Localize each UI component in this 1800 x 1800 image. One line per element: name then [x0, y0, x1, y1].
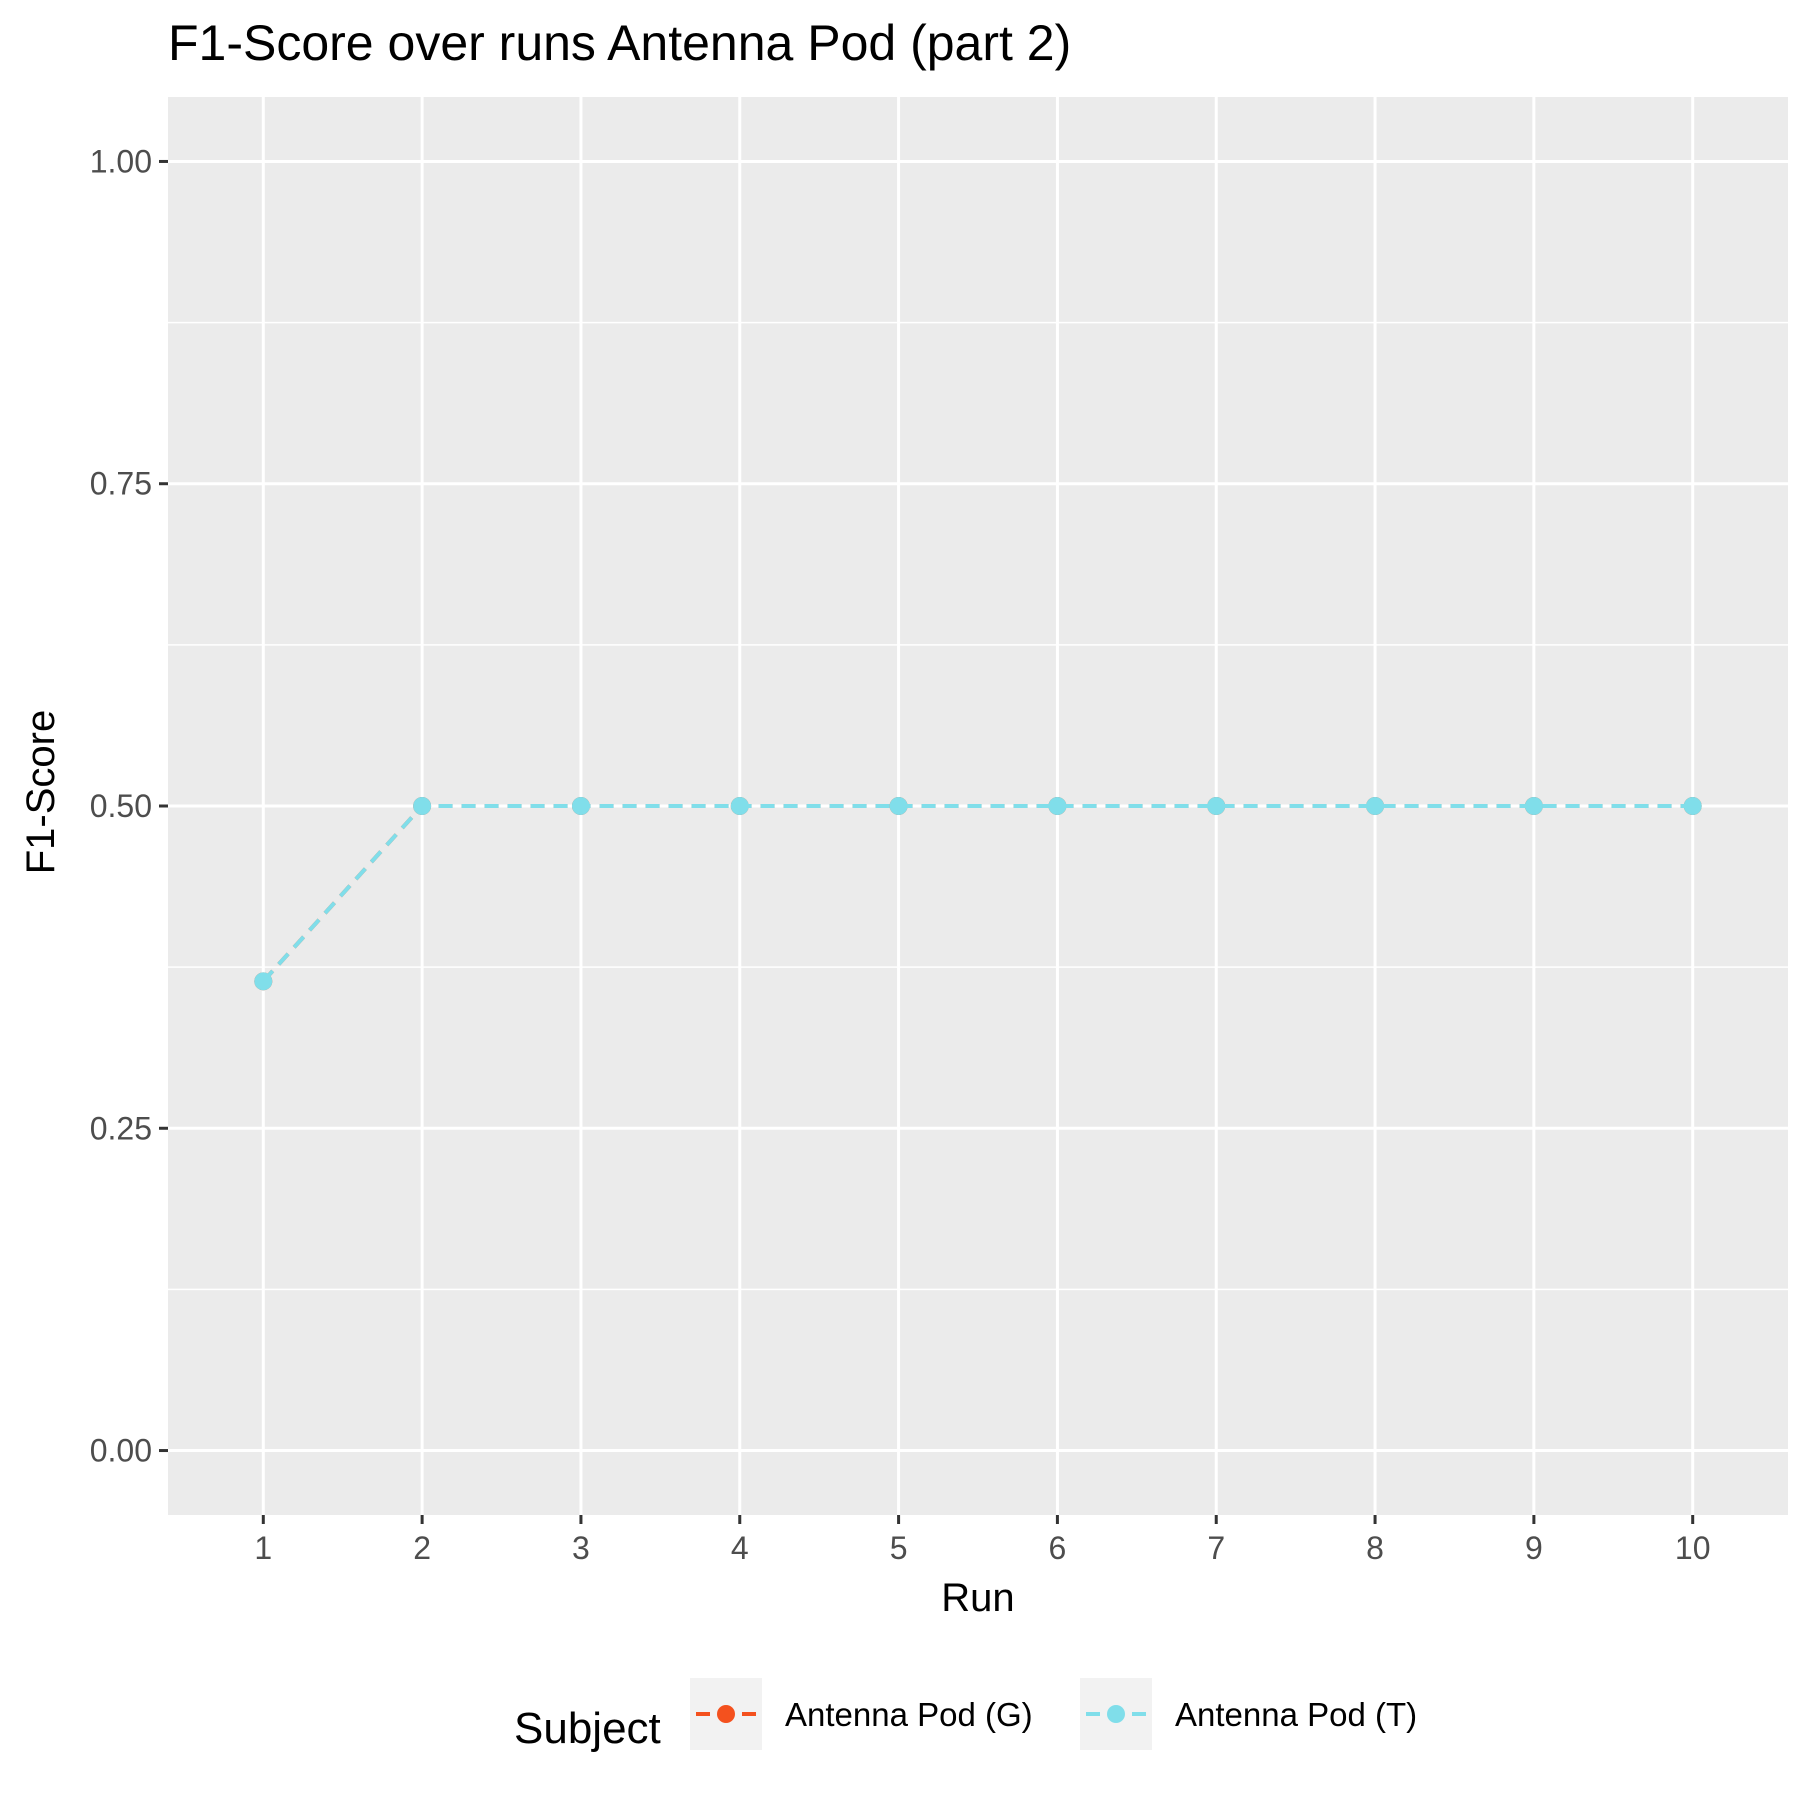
x-tick-label: 1	[254, 1530, 272, 1566]
y-tick-label: 1.00	[90, 143, 152, 179]
data-point	[1048, 797, 1067, 815]
y-tick-label: 0.75	[90, 466, 152, 502]
y-tick-label: 0.50	[90, 788, 152, 824]
x-tick-label: 6	[1049, 1530, 1067, 1566]
x-tick-label: 5	[890, 1530, 908, 1566]
x-tick-label: 2	[413, 1530, 431, 1566]
y-tick-label: 0.00	[90, 1433, 152, 1469]
legend-key-point	[717, 1705, 735, 1723]
data-point	[889, 797, 908, 815]
legend-label: Antenna Pod (G)	[785, 1696, 1033, 1733]
y-axis: 0.00 0.25 0.50 0.75 1.00	[90, 143, 168, 1469]
legend-key-point	[1107, 1705, 1125, 1723]
series-layer	[254, 797, 1702, 991]
minor-gridlines	[168, 321, 1788, 1291]
data-point	[730, 797, 749, 815]
data-point	[413, 797, 432, 815]
x-tick-label: 4	[731, 1530, 749, 1566]
x-tick-label: 9	[1525, 1530, 1543, 1566]
series-line	[261, 804, 1693, 983]
y-tick-label: 0.25	[90, 1110, 152, 1146]
legend-label: Antenna Pod (T)	[1175, 1696, 1417, 1733]
x-axis-title: Run	[941, 1576, 1014, 1620]
legend: Subject Antenna Pod (G) Antenna Pod (T)	[514, 1678, 1417, 1753]
data-point	[1207, 797, 1226, 815]
x-tick-label: 8	[1366, 1530, 1384, 1566]
data-point	[1366, 797, 1385, 815]
data-point	[254, 972, 273, 991]
data-point	[1524, 797, 1543, 815]
chart-title: F1-Score over runs Antenna Pod (part 2)	[168, 15, 1071, 71]
data-point	[571, 797, 590, 815]
x-axis: 1 2 3 4 5 6 7 8 9 10	[254, 1515, 1711, 1566]
series-t	[254, 797, 1702, 991]
x-tick-label: 7	[1207, 1530, 1225, 1566]
data-point	[1683, 797, 1702, 815]
x-tick-label: 3	[572, 1530, 590, 1566]
legend-title: Subject	[514, 1704, 661, 1753]
x-tick-label: 10	[1675, 1530, 1711, 1566]
y-axis-title: F1-Score	[19, 710, 63, 875]
